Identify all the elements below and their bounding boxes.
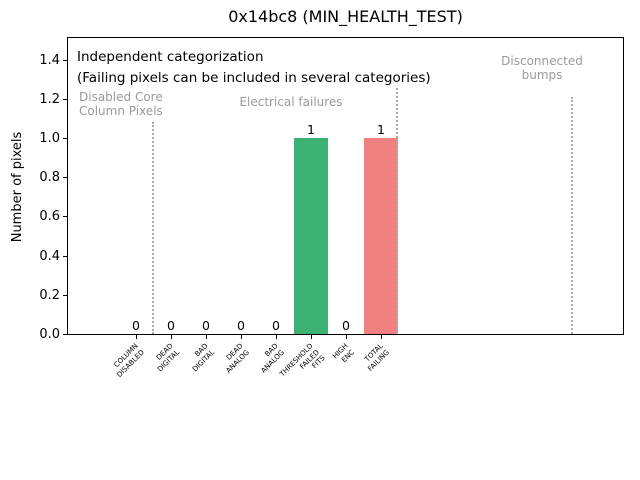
y-tick-label: 0.6 [39, 209, 60, 224]
bar-value-label: 0 [342, 318, 350, 333]
y-tick-mark [63, 216, 67, 217]
y-tick-label: 1.2 [39, 92, 60, 107]
bar-threshold-failed-fits [294, 138, 328, 334]
group-label-disconnected-bumps: Disconnected bumps [501, 54, 583, 82]
y-tick-mark [63, 138, 67, 139]
annotation-independent-categorization: Independent categorization (Failing pixe… [77, 49, 431, 86]
x-tick-mark [206, 335, 207, 339]
y-tick-label: 0.8 [39, 170, 60, 185]
y-tick-label: 0.4 [39, 249, 60, 264]
bar-value-label: 0 [202, 318, 210, 333]
group-label-disabled-core-column-pixels: Disabled Core Column Pixels [79, 90, 163, 118]
y-tick-label: 1.4 [39, 53, 60, 68]
bar-value-label: 1 [377, 122, 385, 137]
separator-line-middle [396, 88, 398, 334]
bar-total-failing [364, 138, 398, 334]
y-tick-mark [63, 60, 67, 61]
chart-title: 0x14bc8 (MIN_HEALTH_TEST) [228, 7, 463, 26]
bar-value-label: 1 [307, 122, 315, 137]
x-tick-mark [311, 335, 312, 339]
y-tick-mark [63, 334, 67, 335]
bar-value-label: 0 [237, 318, 245, 333]
separator-line-right [571, 97, 573, 334]
y-tick-mark [63, 99, 67, 100]
bar-value-label: 0 [132, 318, 140, 333]
y-tick-mark [63, 256, 67, 257]
y-tick-label: 1.0 [39, 131, 60, 146]
y-tick-label: 0.0 [39, 327, 60, 342]
y-tick-mark [63, 177, 67, 178]
y-tick-mark [63, 295, 67, 296]
y-tick-label: 0.2 [39, 288, 60, 303]
bar-value-label: 0 [272, 318, 280, 333]
x-tick-mark [276, 335, 277, 339]
plot-area [67, 37, 624, 335]
x-tick-mark [136, 335, 137, 339]
x-tick-mark [171, 335, 172, 339]
x-tick-mark [381, 335, 382, 339]
separator-line-left [152, 122, 154, 334]
bar-value-label: 0 [167, 318, 175, 333]
x-tick-mark [346, 335, 347, 339]
x-tick-mark [241, 335, 242, 339]
group-label-electrical-failures: Electrical failures [239, 95, 343, 109]
